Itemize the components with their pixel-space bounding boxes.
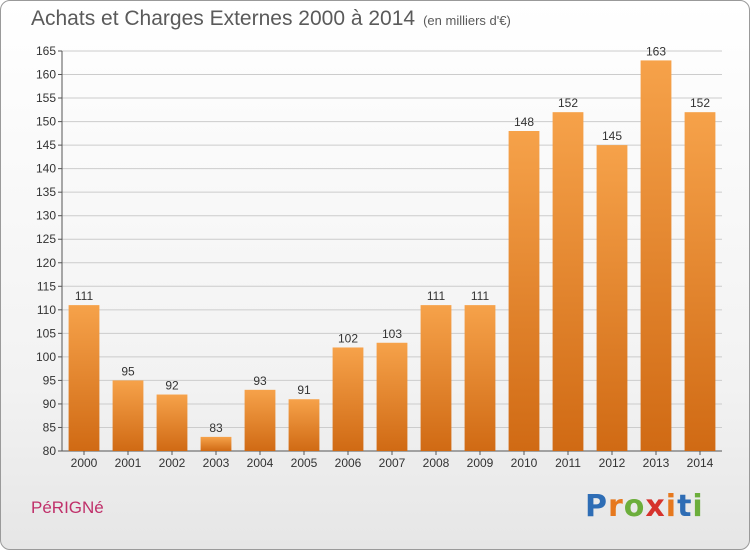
x-tick-label-2010: 2010 (511, 456, 538, 470)
x-tick-label-2005: 2005 (291, 456, 318, 470)
x-tick-label-2012: 2012 (599, 456, 626, 470)
y-tick-label: 160 (36, 68, 56, 82)
logo-letter: r (608, 489, 624, 524)
bar-2000 (68, 305, 100, 451)
bar-2006 (332, 347, 364, 451)
data-label-2002: 92 (165, 379, 179, 393)
data-label-2014: 152 (690, 96, 710, 110)
y-tick-label: 125 (36, 232, 56, 246)
data-label-2006: 102 (338, 331, 358, 345)
data-label-2001: 95 (121, 364, 135, 378)
x-tick-label-2011: 2011 (555, 456, 581, 470)
y-tick-label: 100 (36, 350, 56, 364)
bar-2014 (684, 112, 716, 452)
y-tick-label: 105 (36, 326, 56, 340)
data-label-2009: 111 (471, 289, 490, 303)
x-tick-label-2000: 2000 (71, 456, 98, 470)
bars (68, 60, 716, 452)
logo-letter: t (677, 489, 693, 524)
y-tick-label: 140 (36, 162, 56, 176)
data-label-2012: 145 (602, 129, 622, 143)
data-label-2003: 83 (209, 421, 223, 435)
bar-2005 (288, 399, 320, 451)
logo-letter: x (645, 489, 666, 524)
y-tick-label: 130 (36, 209, 56, 223)
bar-2004 (244, 389, 276, 451)
bar-2002 (156, 394, 188, 451)
bar-2003 (200, 436, 232, 451)
axes: 80 85 90 95 100 105 110 115 120 125 130 135 140 145 15… (36, 44, 722, 470)
x-tick-label-2003: 2003 (203, 456, 230, 470)
y-tick-label: 90 (43, 397, 57, 411)
y-tick-label: 95 (43, 373, 57, 387)
proxiti-logo[interactable]: Proxiti (585, 489, 704, 524)
chart-subtitle: (en milliers d'€) (423, 13, 511, 28)
commune-name: PéRIGNé (31, 498, 104, 517)
data-label-2007: 103 (382, 327, 402, 341)
y-tick-label: 150 (36, 115, 56, 129)
logo-letter: P (585, 489, 608, 524)
data-label-2010: 148 (514, 115, 534, 129)
data-label-2013: 163 (646, 44, 666, 58)
y-tick-label: 145 (36, 138, 56, 152)
x-tick-label-2013: 2013 (643, 456, 670, 470)
bar-2013 (640, 60, 672, 451)
bar-2009 (464, 305, 496, 451)
y-tick-label: 115 (37, 279, 56, 293)
bar-2001 (112, 380, 144, 451)
bar-2012 (596, 145, 628, 451)
logo-letter: i (692, 489, 704, 524)
data-label-2011: 152 (558, 96, 578, 110)
y-tick-label: 165 (36, 44, 56, 58)
y-tick-label: 110 (37, 303, 56, 317)
x-tick-label-2008: 2008 (423, 456, 450, 470)
x-tick-label-2006: 2006 (335, 456, 362, 470)
data-label-2008: 111 (427, 289, 446, 303)
y-tick-label: 135 (36, 185, 56, 199)
chart-title: Achats et Charges Externes 2000 à 2014 (e… (31, 7, 511, 31)
bar-2008 (420, 305, 452, 451)
x-tick-label-2009: 2009 (467, 456, 494, 470)
y-tick-label: 85 (43, 420, 57, 434)
data-label-2004: 93 (253, 374, 267, 388)
data-label-2005: 91 (297, 383, 311, 397)
y-tick-label: 80 (43, 444, 57, 458)
x-tick-label-2002: 2002 (159, 456, 186, 470)
logo-letter: i (665, 489, 678, 524)
bar-2011 (552, 112, 584, 452)
bar-2007 (376, 342, 408, 451)
x-tick-label-2001: 2001 (115, 456, 142, 470)
data-label-2000: 111 (75, 289, 94, 303)
chart-title-text: Achats et Charges Externes 2000 à 2014 (31, 7, 416, 30)
x-tick-label-2004: 2004 (247, 456, 274, 470)
bar-2010 (508, 131, 540, 451)
y-tick-label: 155 (36, 91, 56, 105)
x-tick-label-2014: 2014 (687, 456, 714, 470)
logo-letter: o (623, 489, 646, 524)
x-tick-label-2007: 2007 (379, 456, 406, 470)
y-tick-label: 120 (36, 256, 56, 270)
data-labels: 111 95 92 83 93 91 102 103 111 111 148 152 145 163 152 (75, 44, 710, 434)
